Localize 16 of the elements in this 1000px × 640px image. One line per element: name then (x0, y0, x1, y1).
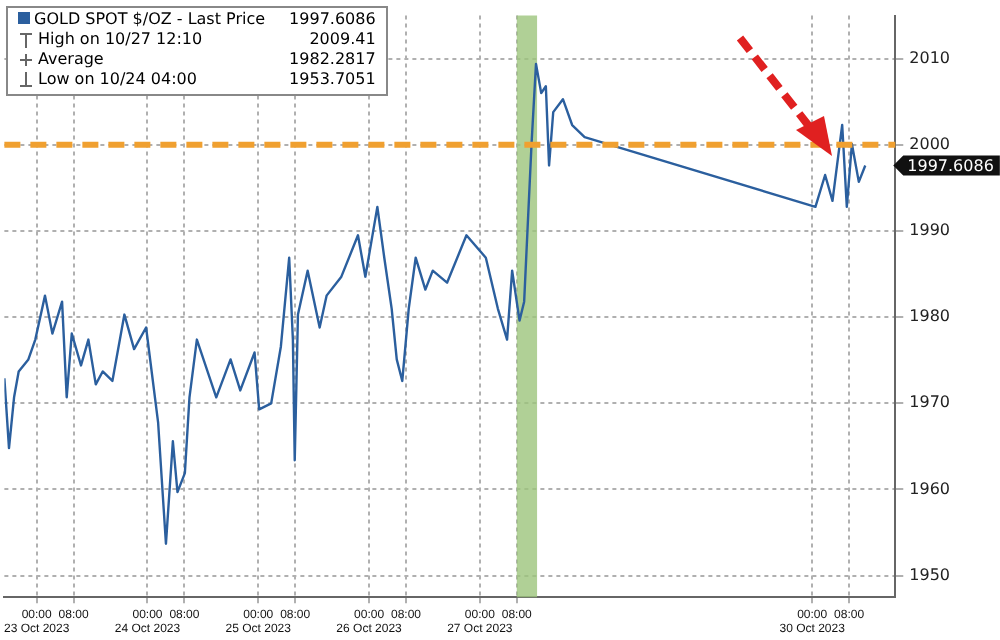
text: 1997.6086 (907, 156, 994, 175)
annotation: 1953.7051 (287, 70, 378, 90)
annotation: Average (36, 50, 106, 70)
y-tick-label: 1980 (909, 307, 950, 326)
y-tick-label: 2010 (909, 48, 950, 67)
annotation: 2009.41 (307, 30, 378, 50)
y-tick-label: 1970 (909, 393, 950, 412)
y-tick-label: 1960 (909, 479, 950, 498)
annotation: 1982.2817 (287, 50, 378, 70)
y-tick-label: 1950 (909, 565, 950, 584)
y-tick-label: 1990 (909, 221, 950, 240)
legend-label: GOLD SPOT $/OZ - Last Price (32, 10, 268, 30)
annotation: 1997.6086 (287, 10, 378, 30)
y-tick-label: 2000 (909, 135, 950, 153)
annotation: High on 10/27 12:10 (36, 30, 205, 50)
annotation: Low on 10/24 04:00 (36, 70, 199, 90)
